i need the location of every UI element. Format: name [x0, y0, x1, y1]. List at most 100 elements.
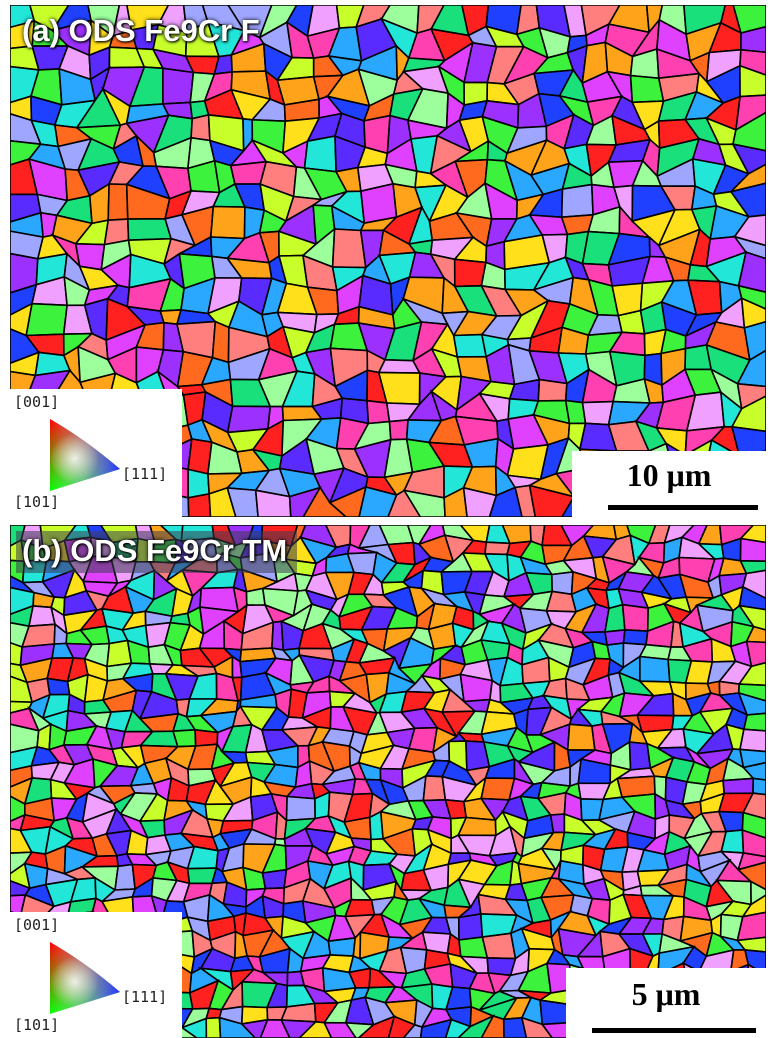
grain: [736, 382, 766, 410]
grain: [46, 677, 71, 696]
grain: [388, 419, 409, 441]
scale-bar-b: 5 μm: [566, 968, 766, 1038]
grain: [481, 932, 517, 960]
grain: [480, 1015, 505, 1038]
grain: [344, 1021, 376, 1038]
grain: [722, 777, 755, 795]
ipf-legend-b: [001] [111] [101]: [10, 912, 182, 1038]
ipf-legend-a: [001] [111] [101]: [10, 389, 182, 517]
grain: [745, 640, 766, 668]
grain: [735, 936, 766, 953]
grain: [742, 792, 766, 820]
grain: [187, 492, 212, 517]
grain: [737, 691, 766, 716]
grain: [387, 489, 422, 517]
grain: [194, 728, 219, 747]
grain: [737, 661, 766, 687]
grain: [288, 486, 322, 517]
grain: [172, 728, 197, 748]
grain: [357, 1015, 396, 1038]
panel-a-label: (a) ODS Fe9Cr F: [22, 13, 260, 48]
grain: [741, 761, 766, 781]
ebsd-map-panel-a: (a) ODS Fe9Cr F [001] [111] [101] 10 μm: [10, 5, 766, 517]
grain: [736, 349, 766, 388]
grain: [738, 585, 766, 611]
grain: [741, 828, 766, 858]
grain: [741, 894, 766, 918]
legend-001-label: [001]: [14, 393, 60, 411]
grain: [734, 94, 766, 132]
grain: [739, 559, 766, 575]
grain: [742, 712, 766, 732]
grain: [298, 1020, 333, 1038]
grain: [107, 183, 129, 222]
grain: [261, 868, 288, 890]
grain: [732, 235, 766, 260]
grain: [730, 395, 766, 433]
grain: [736, 911, 766, 942]
grain: [739, 748, 766, 769]
grain: [387, 1015, 417, 1038]
grain: [205, 1016, 222, 1038]
grain: [452, 333, 488, 358]
grain: [280, 1019, 318, 1038]
grain: [303, 135, 337, 173]
grain: [402, 489, 446, 517]
grain: [344, 898, 376, 918]
grain: [358, 486, 398, 517]
grain: [457, 912, 484, 941]
grain: [419, 1018, 453, 1038]
grain: [740, 25, 766, 54]
grain: [484, 541, 511, 556]
grain: [639, 655, 671, 683]
grain: [528, 484, 576, 517]
grain: [550, 570, 574, 596]
grain: [126, 217, 173, 242]
grain: [750, 880, 766, 906]
grain: [560, 183, 594, 219]
grain: [226, 487, 259, 517]
grain: [180, 1017, 208, 1038]
grain: [443, 486, 468, 517]
ipf-triangle-icon: [50, 942, 120, 1014]
grain: [190, 113, 211, 142]
grain: [280, 1002, 317, 1023]
grain: [733, 214, 766, 247]
legend-101-label: [101]: [14, 1016, 60, 1034]
grain: [549, 813, 566, 834]
grain: [209, 205, 246, 240]
grain: [741, 569, 766, 600]
grain: [245, 587, 267, 607]
grain: [739, 525, 766, 544]
scale-bar-label: 5 μm: [631, 976, 701, 1012]
grain: [737, 851, 766, 871]
grain: [457, 1014, 496, 1038]
ipf-triangle-icon: [50, 419, 120, 491]
grain: [739, 48, 766, 76]
scale-bar-a: 10 μm: [572, 451, 766, 517]
grain: [737, 251, 766, 294]
grain: [745, 625, 766, 644]
grain: [737, 683, 766, 702]
grain: [732, 5, 766, 34]
grain: [739, 64, 766, 98]
legend-111-label: [111]: [122, 988, 168, 1006]
grain: [328, 485, 368, 517]
grain: [752, 777, 766, 796]
grain: [327, 936, 357, 957]
grain: [254, 489, 292, 517]
grain: [737, 284, 766, 310]
grain: [402, 1023, 423, 1038]
grain: [162, 67, 195, 105]
legend-001-label: [001]: [14, 916, 60, 934]
grain: [444, 1018, 472, 1038]
grain: [25, 302, 68, 337]
grain: [732, 111, 766, 152]
grain: [302, 486, 348, 517]
grain: [462, 486, 498, 517]
grain: [731, 143, 766, 175]
grain: [366, 399, 391, 425]
ebsd-map-panel-b: (b) ODS Fe9Cr TM [001] [111] [101] 5 μm: [10, 525, 766, 1038]
grain: [285, 795, 317, 822]
grain: [211, 320, 230, 364]
